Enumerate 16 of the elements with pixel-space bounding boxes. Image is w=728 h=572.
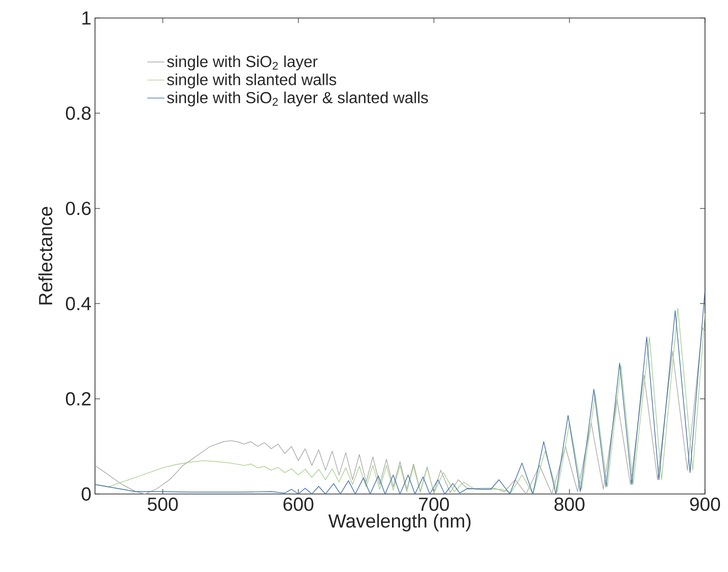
x-tick-label: 500: [148, 498, 178, 511]
y-tick-label: 0: [82, 487, 91, 501]
y-axis-title: Reflectance: [38, 206, 52, 304]
y-tick-label: 0.4: [66, 296, 91, 310]
x-tick-label: 900: [690, 498, 720, 511]
legend-label: single with SiO$_{2}$ layer & slanted walls: [167, 92, 428, 106]
x-tick-label: 800: [554, 498, 584, 511]
y-tick-label: 0.6: [66, 202, 91, 216]
legend-label: single with slanted walls: [167, 74, 336, 88]
y-tick-label: 0.2: [66, 392, 91, 406]
x-tick-label: 600: [283, 498, 314, 511]
x-tick-label: 700: [419, 498, 449, 511]
y-tick-label: 1: [82, 11, 91, 25]
legend-label: single with SiO$_{2}$ layer: [167, 56, 318, 70]
y-tick-label: 0.8: [66, 106, 91, 120]
x-axis-title: Wavelength (nm): [328, 514, 470, 532]
